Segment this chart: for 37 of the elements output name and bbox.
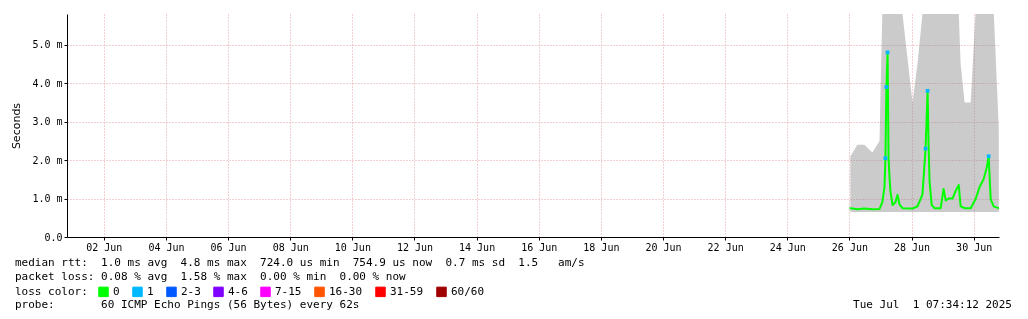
x-tick-label: 14 Jun (459, 241, 496, 253)
y-tick-label: 3.0 m (32, 116, 63, 128)
x-tick-label: 28 Jun (893, 241, 931, 253)
x-tick-label: 04 Jun (148, 241, 185, 253)
x-tick-label: 12 Jun (396, 241, 434, 253)
y-tick-label: 0.0 (44, 231, 63, 243)
legend-label: 1 (147, 284, 154, 298)
legend-label: 0 (113, 284, 120, 298)
y-tick-label: 1.0 m (32, 193, 63, 205)
legend-label: 31-59 (390, 284, 424, 298)
legend-label: 60/60 (451, 284, 485, 298)
x-tick-label: 06 Jun (210, 241, 247, 253)
text: packet loss: 0.08 % avg 1.58 % max 0.00 % min 0.00 % now (15, 270, 407, 283)
y-axis-title: Seconds (10, 102, 24, 150)
legend-label: 2-3 (181, 284, 201, 298)
y-tick-label: 5.0 m (32, 39, 63, 51)
text: median rtt: 1.0 ms avg 4.8 ms max 724.0 us min 754.9 us now 0.7 ms sd 1.5 am/s (15, 256, 585, 269)
x-tick-label: 30 Jun (956, 241, 993, 253)
x-tick-label: 18 Jun (583, 241, 620, 253)
legend-title: loss color: (15, 285, 88, 298)
legend-label: 16-30 (329, 284, 363, 298)
y-tick-label: 4.0 m (32, 77, 63, 89)
x-tick-label: 02 Jun (86, 241, 123, 253)
x-tick-label: 20 Jun (645, 241, 682, 253)
text: probe: 60 ICMP Echo Pings (56 Bytes) every 62s (15, 298, 360, 311)
x-tick-label: 16 Jun (521, 241, 558, 253)
x-tick-label: 26 Jun (831, 241, 868, 253)
x-tick-label: 22 Jun (707, 241, 744, 253)
legend-label: 4-6 (228, 284, 248, 298)
x-tick-label: 08 Jun (272, 241, 309, 253)
point (986, 154, 991, 159)
x-tick-label: 10 Jun (334, 241, 371, 253)
legend-label: 7-15 (275, 284, 302, 298)
text: Tue Jul 1 07:34:12 2025 (853, 298, 1012, 311)
y-tick-label: 2.0 m (32, 154, 63, 166)
line-series (849, 51, 999, 211)
x-tick-label: 24 Jun (769, 241, 806, 253)
